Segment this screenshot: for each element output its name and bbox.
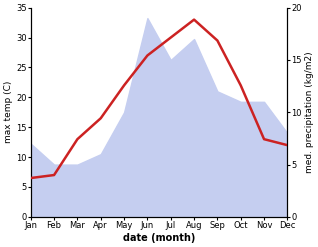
Y-axis label: med. precipitation (kg/m2): med. precipitation (kg/m2)	[305, 51, 314, 173]
Y-axis label: max temp (C): max temp (C)	[4, 81, 13, 144]
X-axis label: date (month): date (month)	[123, 233, 195, 243]
